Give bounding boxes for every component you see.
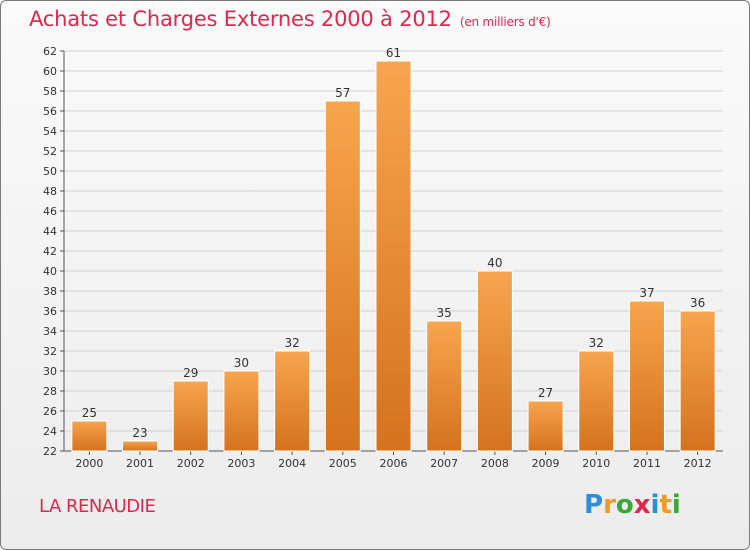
- logo-letter: P: [584, 490, 604, 520]
- y-tick-label: 42: [43, 245, 57, 258]
- bar: [527, 400, 564, 452]
- y-tick-label: 36: [43, 305, 57, 318]
- y-tick-label: 50: [43, 165, 57, 178]
- data-label: 36: [690, 296, 705, 310]
- data-label: 23: [132, 426, 147, 440]
- bar: [426, 320, 463, 452]
- x-tick-label: 2003: [227, 457, 255, 470]
- bar: [476, 270, 513, 452]
- logo-letter: t: [659, 490, 672, 520]
- y-tick-label: 28: [43, 385, 57, 398]
- logo-letter: r: [603, 490, 616, 520]
- y-tick-label: 40: [43, 265, 57, 278]
- data-label: 35: [437, 306, 452, 320]
- x-tick-label: 2001: [126, 457, 154, 470]
- x-tick-label: 2008: [481, 457, 509, 470]
- bar: [628, 300, 665, 452]
- y-tick-label: 60: [43, 65, 57, 78]
- data-label: 27: [538, 386, 553, 400]
- bar: [71, 420, 108, 452]
- data-label: 32: [589, 336, 604, 350]
- data-labels: 25 23 29 30 32 57 61 35 40 27 32 37 36: [82, 46, 706, 440]
- logo-letter: o: [615, 490, 634, 520]
- x-tick-label: 2012: [684, 457, 712, 470]
- data-label: 37: [639, 286, 654, 300]
- y-tick-label: 48: [43, 185, 57, 198]
- y-tick-label: 54: [43, 125, 57, 138]
- bar: [274, 350, 311, 452]
- bar: [172, 380, 209, 452]
- bar: [223, 370, 260, 452]
- commune-name: LA RENAUDIE: [39, 496, 156, 517]
- chart-subtitle: (en milliers d'€): [459, 15, 551, 29]
- chart-title: Achats et Charges Externes 2000 à 2012 (e…: [29, 7, 551, 31]
- y-tick-label: 24: [43, 425, 57, 438]
- proxiti-logo[interactable]: Proxiti: [584, 490, 681, 520]
- data-label: 61: [386, 46, 401, 60]
- x-tick-label: 2002: [177, 457, 205, 470]
- data-label: 29: [183, 366, 198, 380]
- y-tick-label: 32: [43, 345, 57, 358]
- logo-letter: i: [671, 490, 681, 520]
- x-tick-label: 2005: [329, 457, 357, 470]
- data-label: 30: [234, 356, 249, 370]
- y-tick-label: 26: [43, 405, 57, 418]
- bar: [578, 350, 615, 452]
- x-tick-label: 2011: [633, 457, 661, 470]
- bars: [71, 60, 716, 452]
- x-tick-label: 2010: [582, 457, 610, 470]
- bar: [122, 440, 159, 452]
- y-tick-label: 52: [43, 145, 57, 158]
- y-tick-label: 44: [43, 225, 57, 238]
- y-tick-label: 30: [43, 365, 57, 378]
- y-tick-label: 34: [43, 325, 57, 338]
- x-tick-label: 2000: [75, 457, 103, 470]
- y-tick-label: 62: [43, 45, 57, 58]
- logo-letter: i: [650, 490, 660, 520]
- y-tick-label: 38: [43, 285, 57, 298]
- logo-letter: x: [633, 490, 651, 520]
- bar: [679, 310, 716, 452]
- data-label: 25: [82, 406, 97, 420]
- x-tick-label: 2004: [278, 457, 306, 470]
- bar: [375, 60, 412, 452]
- x-tick-label: 2007: [430, 457, 458, 470]
- x-tick-label: 2006: [380, 457, 408, 470]
- y-tick-label: 22: [43, 445, 57, 458]
- data-label: 32: [284, 336, 299, 350]
- x-tick-label: 2009: [532, 457, 560, 470]
- title-text: Achats et Charges Externes 2000 à 2012: [29, 7, 452, 31]
- bar: [324, 100, 361, 452]
- data-label: 40: [487, 256, 502, 270]
- y-tick-label: 46: [43, 205, 57, 218]
- y-tick-label: 58: [43, 85, 57, 98]
- y-tick-label: 56: [43, 105, 57, 118]
- data-label: 57: [335, 86, 350, 100]
